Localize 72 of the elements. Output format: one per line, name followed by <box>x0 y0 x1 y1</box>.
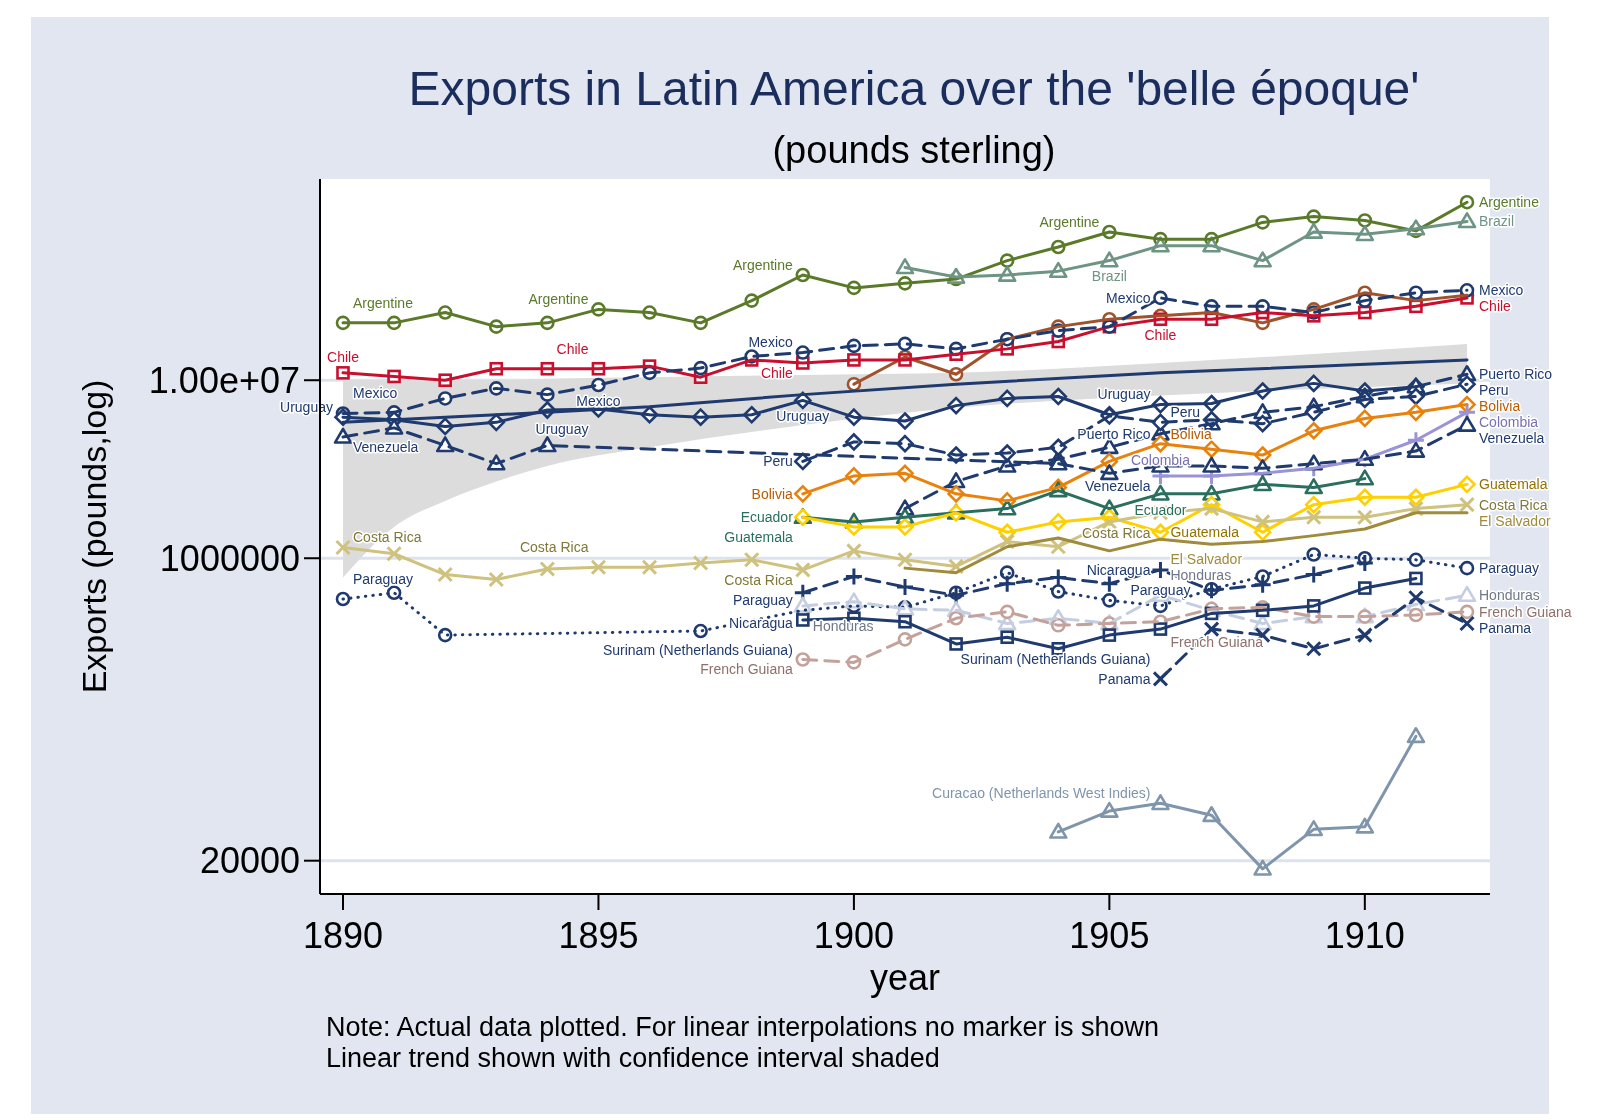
annotation: Honduras <box>812 617 874 634</box>
annotation: Mexico <box>352 385 398 402</box>
annotation: Argentine <box>732 256 794 273</box>
series-label: Puerto Rico <box>1479 366 1553 383</box>
annotation: El Salvador <box>1170 551 1243 568</box>
annotation: Paraguay <box>732 592 793 609</box>
annotation: Costa Rica <box>352 529 422 546</box>
chart-title: Exports in Latin America over the 'belle époque' <box>408 62 1420 115</box>
annotation: Uruguay <box>776 408 830 425</box>
series-label: Venezuela <box>1479 430 1545 447</box>
y-tick-label: 1000000 <box>159 537 300 579</box>
annotation: Chile <box>556 340 589 357</box>
annotation: Bolivia <box>751 485 794 502</box>
x-axis-title: year <box>869 957 941 998</box>
x-tick-label: 1905 <box>1069 915 1150 956</box>
annotation: Puerto Rico <box>1077 425 1151 442</box>
series-label: Costa Rica <box>1479 496 1548 513</box>
series-label: Chile <box>1479 298 1512 315</box>
series-label: Panama <box>1479 619 1532 636</box>
annotation: Venezuela <box>352 438 419 455</box>
annotation: Guatemala <box>724 529 794 546</box>
annotation: Uruguay <box>535 420 589 437</box>
annotation: Uruguay <box>1097 386 1151 403</box>
annotation: Bolivia <box>1170 425 1212 442</box>
annotation: Nicaragua <box>728 614 794 631</box>
annotation: Mexico <box>1106 289 1151 306</box>
series-label: Peru <box>1479 382 1509 399</box>
annotation: Chile <box>1144 327 1177 344</box>
series-label: French Guiana <box>1479 603 1572 620</box>
x-tick-label: 1910 <box>1324 915 1405 956</box>
annotation: Venezuela <box>1085 477 1151 494</box>
y-tick-label: 1.00e+07 <box>148 359 300 401</box>
y-axis-title: Exports (pounds,log) <box>75 379 113 694</box>
annotation: Paraguay <box>1130 581 1191 598</box>
x-tick-label: 1900 <box>813 915 894 956</box>
series-label: El Salvador <box>1479 512 1551 529</box>
x-tick-label: 1895 <box>558 915 639 956</box>
annotation: Costa Rica <box>724 571 794 588</box>
annotation: Nicaragua <box>1086 561 1151 578</box>
series-label: Guatemala <box>1479 476 1548 493</box>
annotation: Chile <box>760 364 794 381</box>
series-label: Mexico <box>1479 282 1524 299</box>
series-label: Honduras <box>1479 587 1540 604</box>
annotation: Chile <box>327 348 360 365</box>
annotation: Argentine <box>1039 213 1100 230</box>
annotation: Panama <box>1098 670 1151 687</box>
annotation: Peru <box>1170 404 1201 421</box>
annotation: Argentine <box>528 291 589 308</box>
series-label: Argentine <box>1479 194 1540 211</box>
annotation: Argentine <box>352 294 414 311</box>
x-tick-label: 1890 <box>302 915 384 956</box>
series-label: Paraguay <box>1479 560 1539 577</box>
annotation: Surinam (Netherlands Guiana) <box>960 650 1151 667</box>
series-label: Brazil <box>1479 213 1515 230</box>
y-tick-label: 20000 <box>199 840 300 882</box>
annotation: Brazil <box>1091 268 1127 285</box>
annotation: Paraguay <box>352 570 413 587</box>
series-label: Colombia <box>1479 414 1539 431</box>
series-label: Bolivia <box>1479 398 1521 415</box>
annotation: French Guiana <box>700 661 794 678</box>
annotation: Costa Rica <box>519 539 589 556</box>
annotation: Costa Rica <box>1081 524 1151 541</box>
annotation: Peru <box>763 453 793 470</box>
text: Note: Actual data plotted. For linear interpolations no marker is shown <box>326 1012 1159 1042</box>
annotation: Guatemala <box>1170 524 1240 541</box>
annotation: Mexico <box>576 392 621 409</box>
annotation: Ecuador <box>740 509 794 526</box>
text: Linear trend shown with confidence interval shaded <box>326 1043 940 1073</box>
annotation: Surinam (Netherlands Guiana) <box>602 641 793 658</box>
annotation: Mexico <box>748 334 794 351</box>
annotation: Curacao (Netherlands West Indies) <box>932 785 1151 802</box>
chart-subtitle: (pounds sterling) <box>772 129 1056 171</box>
